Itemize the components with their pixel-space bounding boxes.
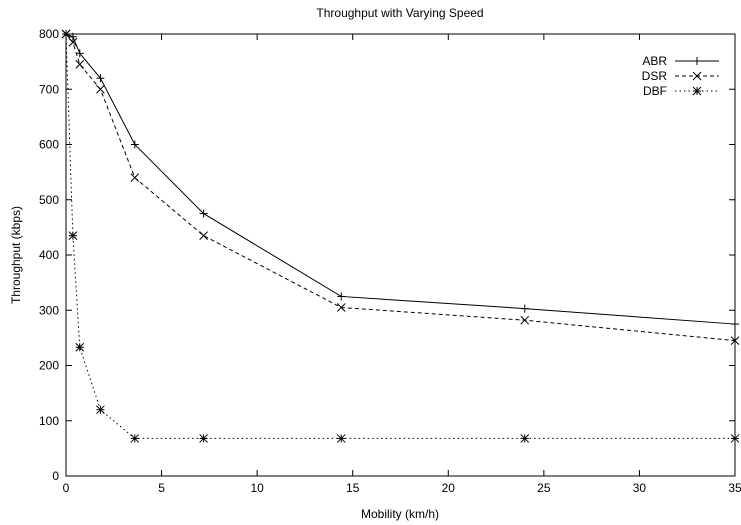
data-point-abr — [731, 320, 739, 329]
data-point-abr — [520, 304, 529, 313]
data-point-dsr — [96, 84, 105, 94]
x-tick-label: 0 — [63, 481, 70, 495]
data-point-abr — [337, 292, 346, 301]
x-tick-label: 35 — [728, 481, 741, 495]
series-line-dsr — [65, 33, 736, 342]
data-point-abr — [96, 74, 105, 83]
y-tick-label: 400 — [39, 248, 59, 262]
data-point-dbf — [130, 434, 140, 443]
data-point-dsr — [130, 173, 140, 183]
legend-label-dbf: DBF — [643, 84, 667, 98]
data-point-abr — [75, 49, 84, 58]
data-point-dsr — [68, 37, 78, 47]
series-dsr — [61, 29, 740, 345]
data-point-dsr — [520, 315, 530, 325]
data-point-dbf — [199, 434, 208, 443]
y-tick-label: 100 — [39, 414, 59, 428]
y-tick-label: 500 — [39, 193, 59, 207]
x-tick-label: 25 — [537, 481, 551, 495]
y-tick-label: 200 — [39, 359, 59, 373]
data-point-dsr — [75, 60, 85, 69]
series-abr — [62, 30, 739, 329]
data-point-dsr — [730, 336, 740, 345]
y-tick-label: 800 — [39, 27, 59, 41]
data-point-dbf — [75, 342, 85, 352]
legend-marker-dsr — [692, 71, 702, 81]
data-point-dbf — [68, 231, 78, 241]
data-point-abr — [130, 140, 139, 149]
x-tick-label: 10 — [250, 481, 264, 495]
data-point-dbf — [96, 405, 105, 415]
data-point-dbf — [336, 434, 346, 443]
data-point-dsr — [336, 303, 346, 312]
chart-title: Throughput with Varying Speed — [316, 6, 483, 20]
y-tick-label: 700 — [39, 82, 59, 96]
x-tick-label: 30 — [633, 481, 647, 495]
x-tick-label: 5 — [158, 481, 165, 495]
x-axis-label: Mobility (km/h) — [361, 507, 439, 521]
y-tick-label: 0 — [52, 469, 59, 483]
data-point-abr — [199, 209, 208, 218]
series-dbf — [61, 29, 740, 443]
data-point-dbf — [61, 29, 71, 39]
data-point-dsr — [199, 231, 208, 241]
data-point-abr — [68, 32, 77, 41]
axis-ticks: 0 5 10 15 20 25 30 35 0 100 200 300 400 500 600 700 800 — [39, 27, 741, 495]
legend-label-dsr: DSR — [642, 69, 668, 83]
x-tick-label: 15 — [346, 481, 360, 495]
y-tick-label: 600 — [39, 138, 59, 152]
legend-marker-dbf — [692, 86, 702, 96]
data-point-dbf — [730, 434, 740, 443]
series-line-abr — [65, 33, 736, 325]
series-line-dbf — [65, 33, 735, 439]
legend-label-abr: ABR — [642, 54, 667, 68]
x-tick-label: 20 — [442, 481, 456, 495]
plot-area-frame — [65, 33, 736, 477]
data-point-dbf — [520, 434, 530, 443]
legend-marker-abr — [693, 57, 701, 65]
series-layer — [61, 29, 740, 443]
y-axis-label: Throughput (kbps) — [9, 206, 23, 304]
y-tick-label: 300 — [39, 303, 59, 317]
